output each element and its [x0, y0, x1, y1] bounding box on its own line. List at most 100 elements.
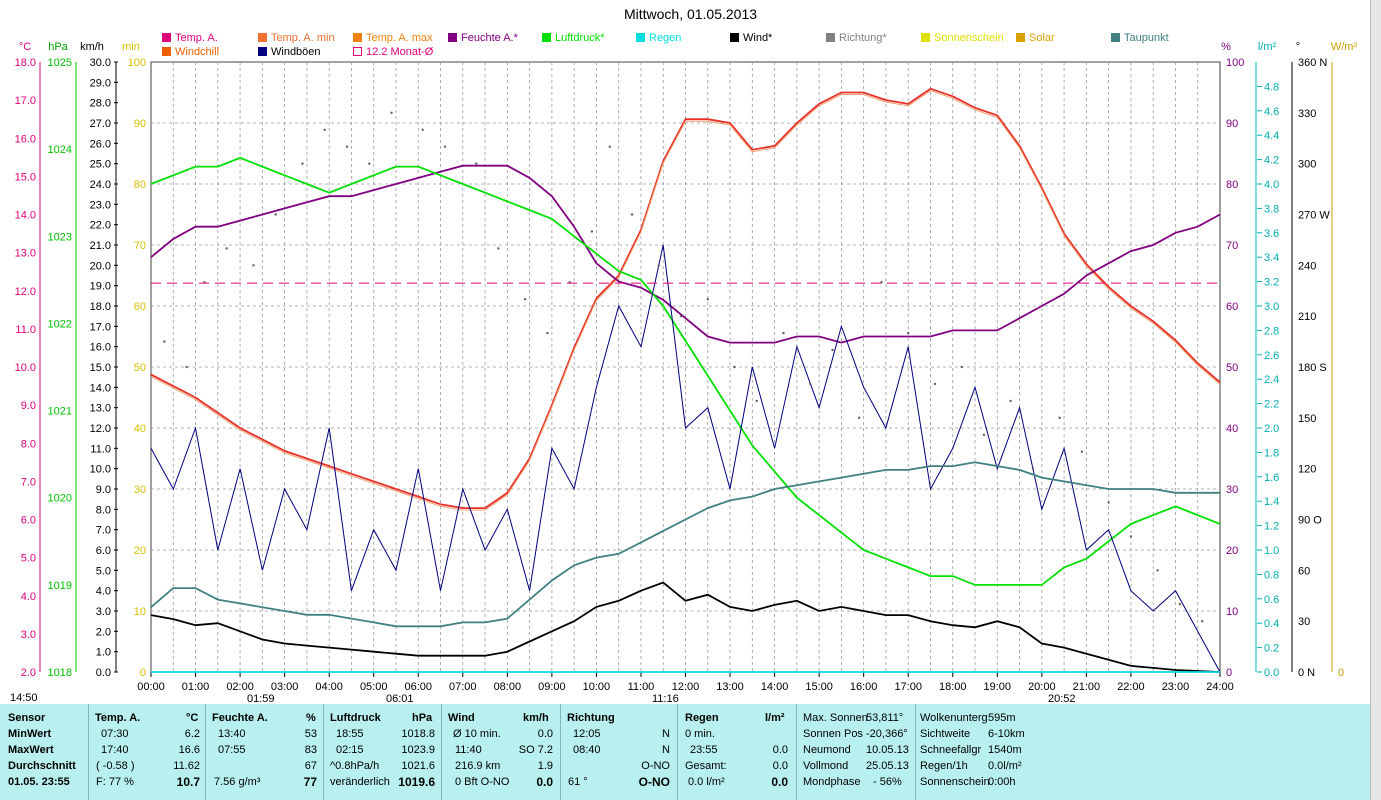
hum-max-val: 83	[304, 744, 317, 756]
temp-tick: 7.0	[21, 476, 36, 488]
pressure-tick: 1023	[48, 231, 72, 243]
humidity-tick: 70	[1226, 240, 1238, 252]
noon-marker: 11:16	[652, 693, 679, 704]
minutes-tick: 80	[134, 179, 146, 191]
direction-point	[185, 365, 188, 369]
left-time-label: 14:50	[10, 692, 38, 704]
temp-a-line	[150, 87, 1221, 510]
legend-swatch	[542, 33, 551, 42]
misc-r1-label: Wolkenunterg	[920, 712, 988, 724]
rain-tick: 0.6	[1264, 594, 1279, 606]
temp-min-time: 07:30	[101, 728, 129, 740]
wind-tick: 2.0	[96, 626, 111, 638]
minutes-tick: 50	[134, 362, 146, 374]
direction-tick: 90 O	[1298, 515, 1322, 527]
temp-tick: 9.0	[21, 400, 36, 412]
direction-point	[960, 365, 963, 369]
direction-point	[706, 298, 709, 301]
vertical-scrollbar[interactable]	[1370, 0, 1381, 800]
minutes-tick: 30	[134, 484, 146, 496]
legend-swatch	[448, 33, 457, 42]
humidity-tick: 30	[1226, 484, 1238, 496]
dir-r4-val: O-NO	[638, 775, 670, 789]
rain-r1-label: 0 min.	[685, 728, 715, 740]
wind-tick: 15.0	[90, 362, 111, 374]
min-unit-label: min	[122, 41, 140, 53]
direction-tick: 60	[1298, 565, 1310, 577]
legend-label: Richtung*	[839, 32, 887, 44]
stats-panel: Sensor MinWert MaxWert Durchschnitt 01.0…	[0, 704, 1370, 800]
hum-min-val: 53	[304, 728, 317, 740]
legend-label: Feuchte A.*	[461, 32, 518, 44]
pressure-tick: 1022	[48, 318, 72, 330]
temp-tick: 13.0	[15, 248, 36, 260]
direction-point	[1200, 619, 1204, 623]
wind-line	[150, 581, 1221, 673]
hum-max-time: 07:55	[218, 744, 246, 756]
pressure-unit-label: hPa	[48, 41, 68, 53]
wind-tick: 5.0	[96, 565, 111, 577]
astro-r1-label: Max. Sonnen	[803, 712, 868, 724]
wind-tick: 14.0	[90, 382, 111, 394]
temp-tick: 11.0	[15, 324, 36, 336]
direction-point	[1058, 416, 1061, 420]
label-sensor: Sensor	[8, 712, 46, 724]
legend-label: Sonnenschein	[934, 32, 1004, 44]
temp-tick: 12.0	[15, 286, 36, 298]
humidity-unit-label: %	[1221, 41, 1231, 53]
direction-point	[523, 298, 527, 301]
hum-cur-val: 77	[303, 775, 317, 789]
rain-unit-label: l/m²	[1258, 41, 1277, 53]
dir-r1-label: 12:05	[573, 728, 601, 740]
wind-r2-label: 11:40	[455, 744, 482, 756]
press-unit: hPa	[412, 712, 433, 724]
astro-r2-val: -20,366°	[866, 728, 908, 740]
dir-r4-label: 61 °	[568, 776, 588, 788]
legend-label: Luftdruck*	[555, 32, 605, 44]
direction-point	[474, 162, 478, 165]
direction-point	[274, 213, 277, 216]
direction-tick: 30	[1298, 616, 1310, 628]
minutes-tick: 0	[140, 667, 146, 679]
x-tick-label: 21:00	[1073, 681, 1101, 693]
direction-point	[1031, 467, 1035, 470]
temp-cur-val: 10.7	[176, 775, 200, 789]
rain-tick: 3.2	[1264, 277, 1279, 289]
direction-tick: 360 N	[1298, 57, 1327, 69]
legend-swatch	[826, 33, 835, 42]
direction-tick: 330	[1298, 108, 1316, 120]
direction-point	[252, 264, 255, 267]
legend-swatch	[162, 47, 171, 56]
temp-tick: 17.0	[15, 95, 36, 107]
wind-unit-label: km/h	[80, 41, 104, 53]
wind-tick: 8.0	[96, 504, 111, 516]
rain-r3-val: 0.0	[772, 760, 788, 772]
rain-r2-val: 0.0	[772, 744, 788, 756]
wind-r4-label: 0 Bft O-NO	[455, 776, 510, 788]
temp-unit-label: °C	[19, 41, 31, 53]
minutes-tick: 40	[134, 423, 146, 435]
misc-r5-val: 0:00h	[988, 776, 1016, 788]
wind-tick: 10.0	[90, 464, 111, 476]
wind-tick: 4.0	[96, 586, 111, 598]
misc-r2-val: 6-10km	[988, 728, 1025, 740]
astro-r4-label: Vollmond	[803, 760, 849, 772]
label-max: MaxWert	[8, 744, 54, 756]
direction-tick: 300	[1298, 159, 1316, 171]
wind-tick: 7.0	[96, 525, 111, 537]
press-avg-label: ^0.8hPa/h	[330, 760, 380, 772]
rain-tick: 3.0	[1264, 301, 1279, 313]
rain-unit: l/m²	[765, 712, 785, 724]
legend-label: Regen	[649, 32, 682, 44]
direction-tick: 240	[1298, 260, 1316, 272]
misc-r3-val: 1540m	[988, 744, 1022, 756]
minutes-tick: 60	[134, 301, 146, 313]
direction-tick: 270 W	[1298, 210, 1330, 222]
x-tick-label: 03:00	[271, 681, 299, 693]
rain-r2-label: 23:55	[690, 744, 718, 756]
rain-tick: 1.4	[1264, 496, 1279, 508]
legend-swatch	[921, 33, 930, 42]
wind-tick: 17.0	[90, 321, 111, 333]
rain-tick: 0.8	[1264, 569, 1279, 581]
solar-zero-tick: 0	[1338, 667, 1344, 679]
